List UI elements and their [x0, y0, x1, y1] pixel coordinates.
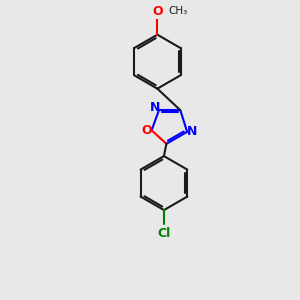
Text: N: N — [187, 125, 197, 138]
Text: O: O — [152, 4, 163, 18]
Text: N: N — [150, 101, 160, 114]
Text: O: O — [141, 124, 152, 137]
Text: CH₃: CH₃ — [168, 6, 188, 16]
Text: Cl: Cl — [157, 227, 171, 240]
